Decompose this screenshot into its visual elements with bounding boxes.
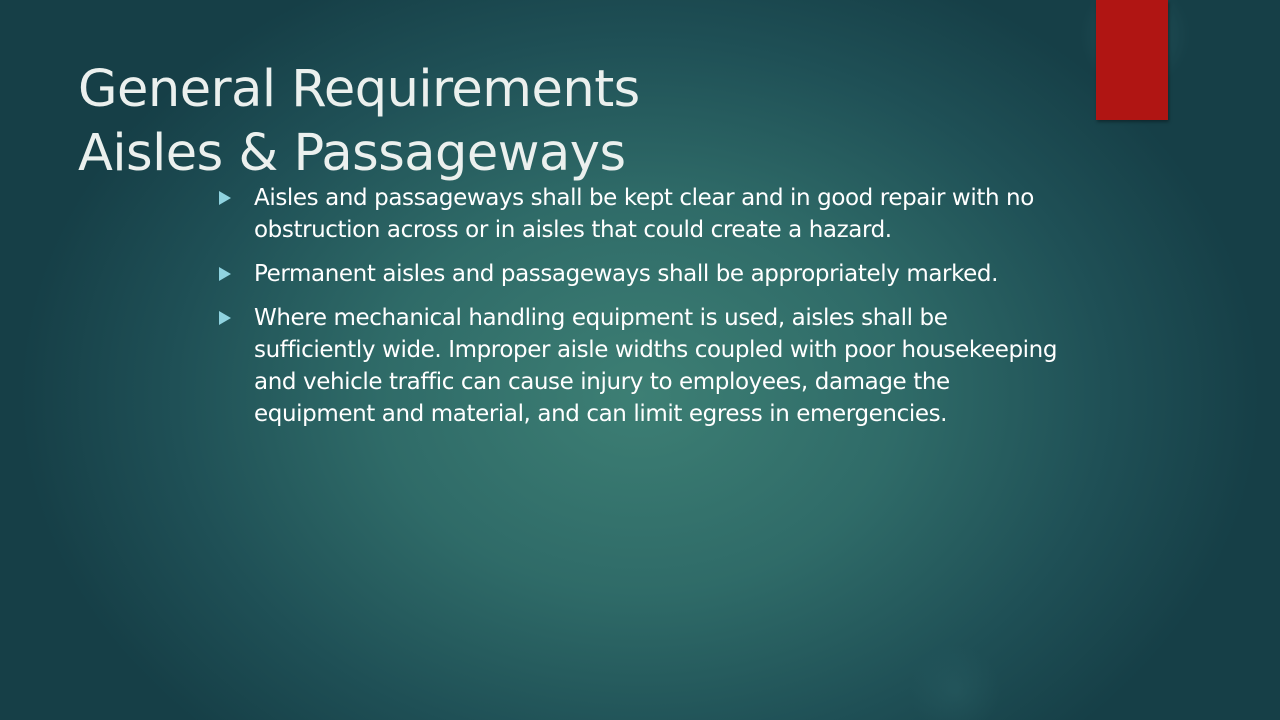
bullet-list: Aisles and passageways shall be kept cle…: [218, 182, 1068, 442]
slide-title: General Requirements Aisles & Passageway…: [78, 58, 640, 186]
title-line-2: Aisles & Passageways: [78, 124, 626, 183]
play-triangle-icon: [218, 302, 254, 334]
play-triangle-icon: [218, 258, 254, 290]
play-triangle-icon: [218, 182, 254, 214]
bullet-item: Aisles and passageways shall be kept cle…: [218, 182, 1068, 246]
bullet-item: Where mechanical handling equipment is u…: [218, 302, 1068, 430]
title-line-1: General Requirements: [78, 60, 640, 119]
accent-bar: [1096, 0, 1168, 120]
bullet-text: Where mechanical handling equipment is u…: [254, 305, 1058, 427]
bullet-text: Aisles and passageways shall be kept cle…: [254, 185, 1034, 243]
bullet-item: Permanent aisles and passageways shall b…: [218, 258, 1068, 290]
bullet-text: Permanent aisles and passageways shall b…: [254, 261, 999, 287]
